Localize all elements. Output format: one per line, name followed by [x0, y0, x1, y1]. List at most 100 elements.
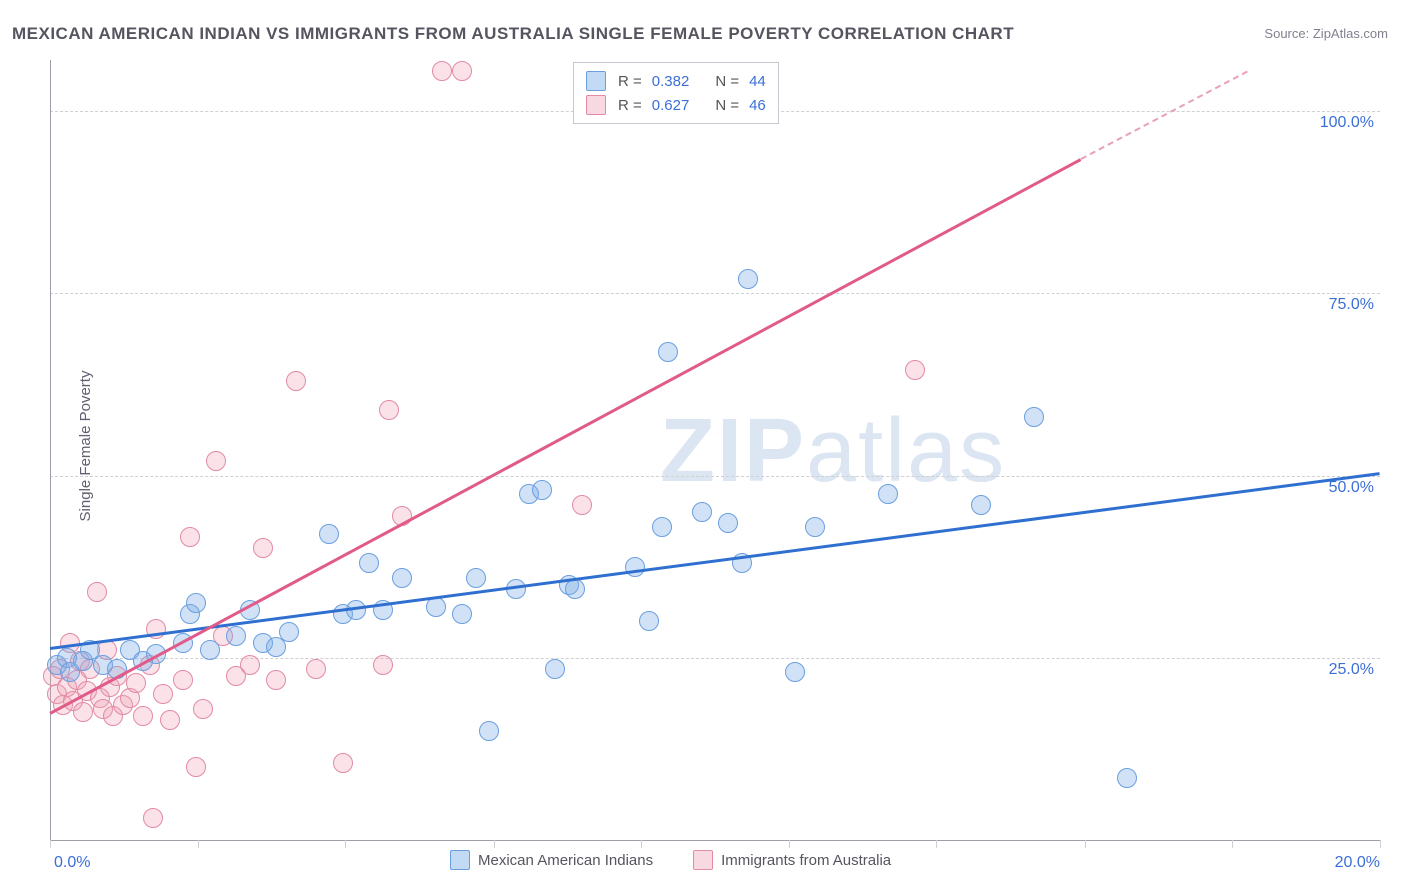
y-axis — [50, 60, 51, 840]
data-point — [200, 640, 220, 660]
y-tick-label: 100.0% — [1320, 114, 1374, 132]
x-tick — [1232, 840, 1233, 848]
legend-swatch — [450, 850, 470, 870]
x-tick — [789, 840, 790, 848]
data-point — [126, 673, 146, 693]
x-tick — [494, 840, 495, 848]
legend-item: Immigrants from Australia — [693, 850, 891, 870]
data-point — [1024, 407, 1044, 427]
source-value: ZipAtlas.com — [1313, 26, 1388, 41]
legend-swatch — [586, 95, 606, 115]
watermark-bold: ZIP — [660, 401, 806, 501]
watermark-rest: atlas — [806, 401, 1006, 501]
series-legend: Mexican American Indians Immigrants from … — [450, 850, 891, 870]
data-point — [186, 757, 206, 777]
data-point — [333, 753, 353, 773]
legend-item: Mexican American Indians — [450, 850, 653, 870]
data-point — [738, 269, 758, 289]
data-point — [193, 699, 213, 719]
data-point — [359, 553, 379, 573]
y-tick-label: 75.0% — [1329, 296, 1374, 314]
data-point — [160, 710, 180, 730]
x-tick — [1380, 840, 1381, 848]
data-point — [346, 600, 366, 620]
x-tick — [50, 840, 51, 848]
data-point — [971, 495, 991, 515]
legend-label: Immigrants from Australia — [721, 852, 891, 869]
data-point — [652, 517, 672, 537]
data-point — [319, 524, 339, 544]
data-point — [805, 517, 825, 537]
data-point — [658, 342, 678, 362]
data-point — [87, 582, 107, 602]
data-point — [306, 659, 326, 679]
data-point — [392, 568, 412, 588]
data-point — [432, 61, 452, 81]
x-tick-label: 20.0% — [1335, 854, 1380, 872]
r-value: 0.627 — [652, 97, 690, 114]
y-tick-label: 50.0% — [1329, 479, 1374, 497]
data-point — [878, 484, 898, 504]
n-label: N = — [715, 97, 739, 114]
x-tick — [1085, 840, 1086, 848]
data-point — [240, 655, 260, 675]
data-point — [73, 702, 93, 722]
gridline — [50, 476, 1380, 477]
r-label: R = — [618, 97, 642, 114]
x-tick — [345, 840, 346, 848]
data-point — [692, 502, 712, 522]
trend-line — [1080, 71, 1247, 160]
data-point — [466, 568, 486, 588]
data-point — [379, 400, 399, 420]
correlation-legend: R = 0.382 N = 44 R = 0.627 N = 46 — [573, 62, 779, 124]
data-point — [226, 626, 246, 646]
n-value: 44 — [749, 73, 766, 90]
data-point — [373, 655, 393, 675]
data-point — [153, 684, 173, 704]
data-point — [1117, 768, 1137, 788]
data-point — [133, 706, 153, 726]
trend-line — [50, 472, 1380, 649]
data-point — [266, 670, 286, 690]
gridline — [50, 293, 1380, 294]
legend-swatch — [586, 71, 606, 91]
data-point — [253, 538, 273, 558]
data-point — [180, 527, 200, 547]
chart-title: MEXICAN AMERICAN INDIAN VS IMMIGRANTS FR… — [12, 24, 1014, 44]
x-tick — [641, 840, 642, 848]
data-point — [452, 61, 472, 81]
r-label: R = — [618, 73, 642, 90]
data-point — [639, 611, 659, 631]
data-point — [532, 480, 552, 500]
n-value: 46 — [749, 97, 766, 114]
data-point — [905, 360, 925, 380]
data-point — [625, 557, 645, 577]
data-point — [479, 721, 499, 741]
r-value: 0.382 — [652, 73, 690, 90]
source-attribution: Source: ZipAtlas.com — [1264, 26, 1388, 41]
legend-row: R = 0.627 N = 46 — [586, 93, 766, 117]
x-tick — [936, 840, 937, 848]
data-point — [718, 513, 738, 533]
data-point — [452, 604, 472, 624]
source-label: Source: — [1264, 26, 1309, 41]
legend-swatch — [693, 850, 713, 870]
data-point — [286, 371, 306, 391]
data-point — [785, 662, 805, 682]
watermark: ZIPatlas — [660, 400, 1006, 503]
data-point — [143, 808, 163, 828]
x-tick-label: 0.0% — [54, 854, 90, 872]
data-point — [279, 622, 299, 642]
legend-label: Mexican American Indians — [478, 852, 653, 869]
y-tick-label: 25.0% — [1329, 661, 1374, 679]
n-label: N = — [715, 73, 739, 90]
data-point — [173, 670, 193, 690]
trend-line — [49, 159, 1081, 715]
data-point — [206, 451, 226, 471]
data-point — [426, 597, 446, 617]
data-point — [565, 579, 585, 599]
data-point — [545, 659, 565, 679]
legend-row: R = 0.382 N = 44 — [586, 69, 766, 93]
x-axis — [50, 840, 1380, 841]
scatter-plot: ZIPatlas 25.0%50.0%75.0%100.0%0.0%20.0%R… — [50, 60, 1380, 840]
